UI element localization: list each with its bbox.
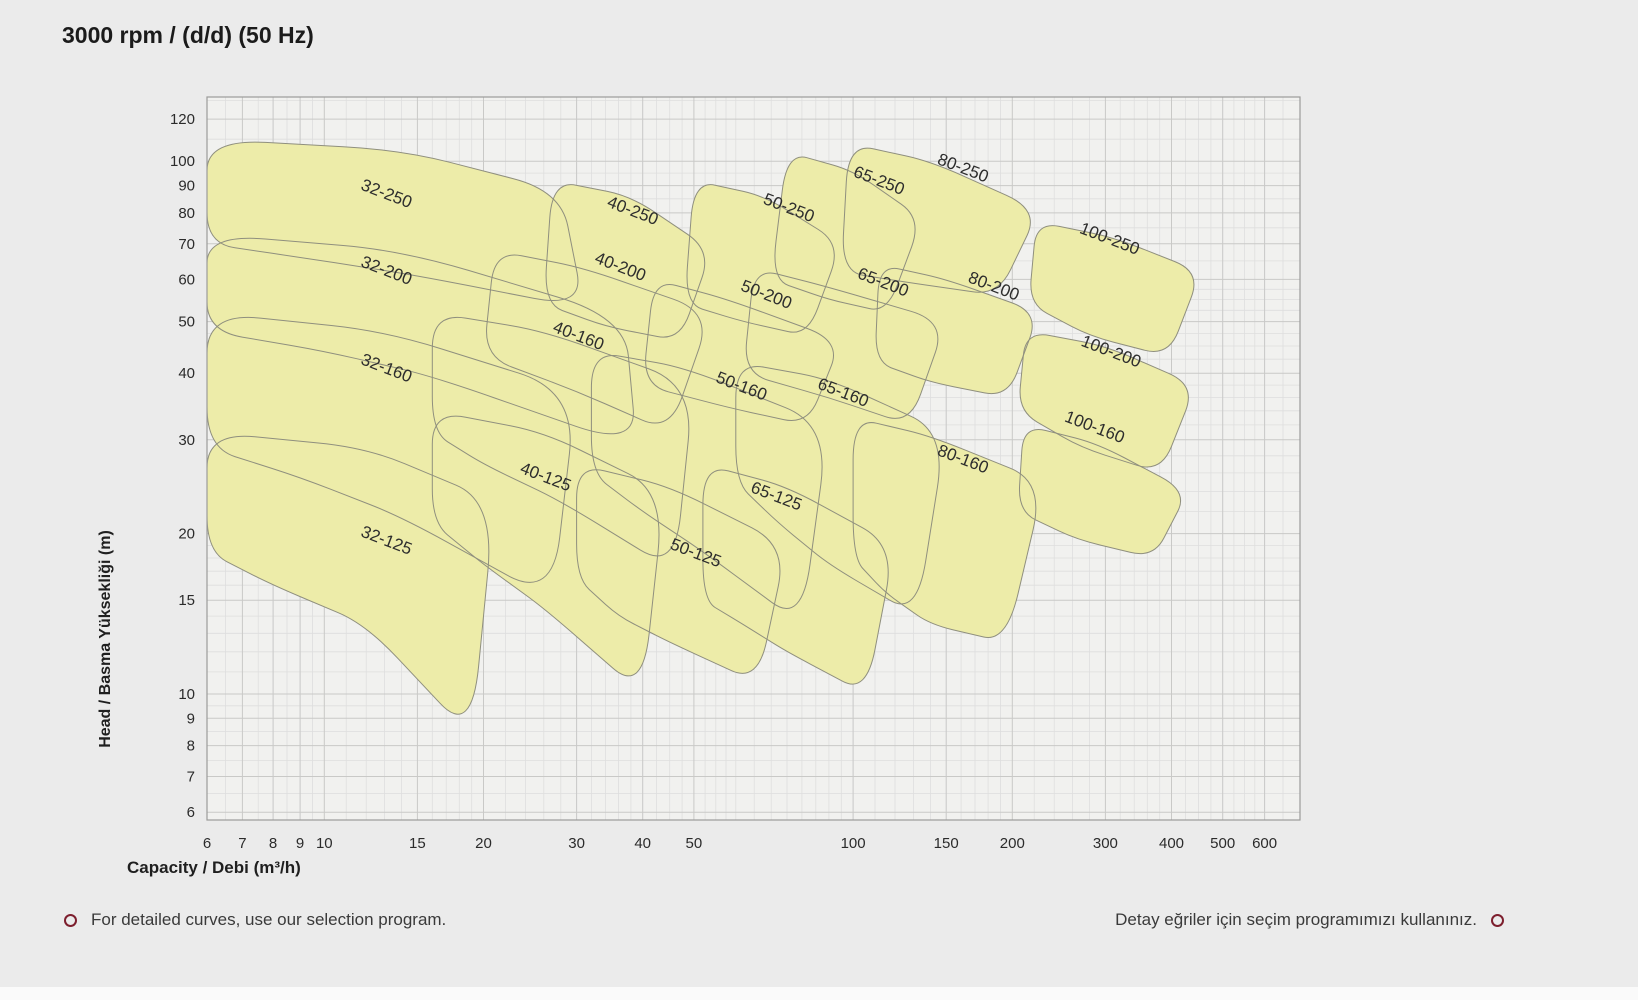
svg-text:80: 80 xyxy=(178,205,195,222)
bottom-strip xyxy=(0,987,1638,1000)
svg-text:20: 20 xyxy=(178,526,195,543)
svg-text:600: 600 xyxy=(1252,835,1277,852)
svg-text:7: 7 xyxy=(187,769,195,786)
svg-text:500: 500 xyxy=(1210,835,1235,852)
svg-text:10: 10 xyxy=(178,686,195,703)
page-title: 3000 rpm / (d/d) (50 Hz) xyxy=(62,22,314,48)
svg-text:150: 150 xyxy=(934,835,959,852)
svg-text:15: 15 xyxy=(178,592,195,609)
svg-text:10: 10 xyxy=(316,835,333,852)
svg-text:20: 20 xyxy=(475,835,492,852)
svg-text:9: 9 xyxy=(296,835,304,852)
svg-text:8: 8 xyxy=(269,835,277,852)
svg-text:300: 300 xyxy=(1093,835,1118,852)
svg-text:7: 7 xyxy=(238,835,246,852)
svg-text:50: 50 xyxy=(686,835,703,852)
svg-text:8: 8 xyxy=(187,738,195,755)
svg-text:30: 30 xyxy=(568,835,585,852)
svg-text:40: 40 xyxy=(634,835,651,852)
y-axis-title: Head / Basma Yüksekliği (m) xyxy=(97,530,114,748)
footer-note-en-text: For detailed curves, use our selection p… xyxy=(91,910,447,929)
svg-text:200: 200 xyxy=(1000,835,1025,852)
svg-text:9: 9 xyxy=(187,710,195,727)
svg-text:90: 90 xyxy=(178,178,195,195)
svg-text:40: 40 xyxy=(178,365,195,382)
svg-text:6: 6 xyxy=(203,835,211,852)
svg-text:60: 60 xyxy=(178,271,195,288)
svg-text:6: 6 xyxy=(187,804,195,821)
footer-note-tr: Detay eğriler için seçim programımızı ku… xyxy=(1115,910,1504,930)
x-axis-title: Capacity / Debi (m³/h) xyxy=(127,858,301,877)
footer: For detailed curves, use our selection p… xyxy=(0,910,1638,944)
circle-outline-icon xyxy=(64,913,77,927)
footer-note-tr-text: Detay eğriler için seçim programımızı ku… xyxy=(1115,910,1477,929)
svg-text:70: 70 xyxy=(178,236,195,253)
circle-outline-icon xyxy=(1491,913,1504,927)
svg-text:50: 50 xyxy=(178,314,195,331)
svg-text:100: 100 xyxy=(841,835,866,852)
footer-note-en: For detailed curves, use our selection p… xyxy=(64,910,446,930)
svg-text:400: 400 xyxy=(1159,835,1184,852)
svg-text:100: 100 xyxy=(170,153,195,170)
svg-text:15: 15 xyxy=(409,835,426,852)
svg-text:120: 120 xyxy=(170,111,195,128)
svg-text:30: 30 xyxy=(178,432,195,449)
